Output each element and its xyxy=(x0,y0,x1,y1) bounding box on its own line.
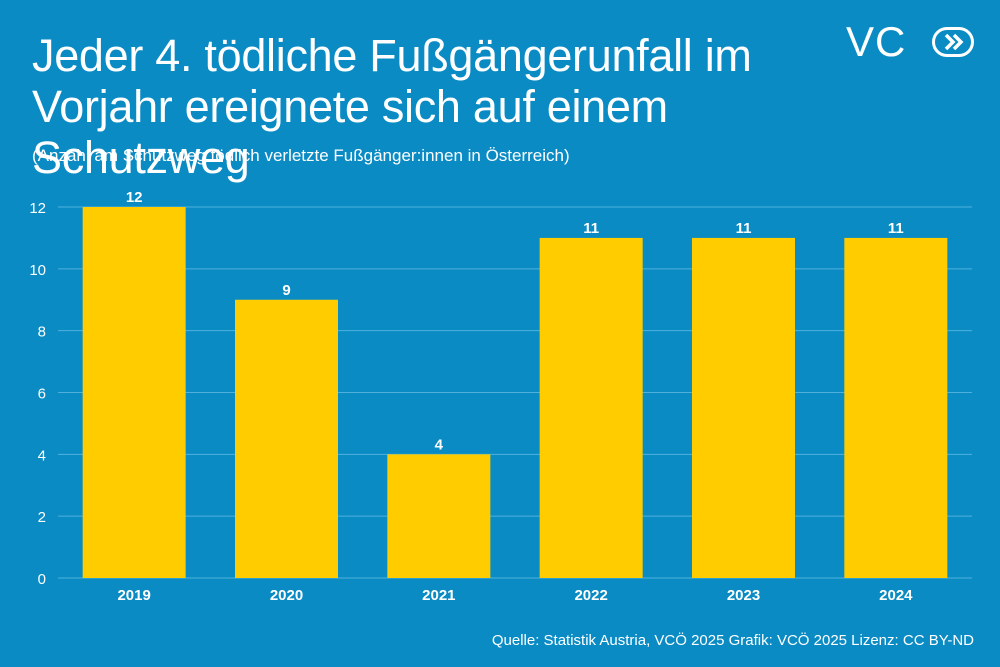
y-tick-label: 4 xyxy=(38,447,46,464)
bar-2024 xyxy=(844,237,948,578)
bar-2022 xyxy=(539,237,643,578)
value-label: 11 xyxy=(736,220,752,237)
y-tick-label: 2 xyxy=(38,509,46,526)
gridlines xyxy=(58,206,972,579)
y-tick-label: 12 xyxy=(29,200,46,217)
y-tick-label: 10 xyxy=(29,262,46,279)
double-chevron-circle-icon xyxy=(932,27,974,57)
logo-text: VC xyxy=(846,18,907,65)
chart-title: Jeder 4. tödliche Fußgängerunfall im Vor… xyxy=(32,30,752,183)
vco-logo: VC xyxy=(846,18,974,65)
bar-2021 xyxy=(387,454,491,578)
x-tick-label: 2022 xyxy=(574,587,607,604)
y-tick-label: 6 xyxy=(38,386,46,403)
x-tick-label: 2023 xyxy=(727,587,760,604)
x-tick-label: 2019 xyxy=(117,587,150,604)
value-label: 12 xyxy=(126,189,143,206)
value-labels: 12 9 4 11 11 11 xyxy=(126,189,904,453)
y-axis-ticks: 0 2 4 6 8 10 12 xyxy=(29,200,46,588)
y-tick-label: 8 xyxy=(38,324,46,341)
x-tick-label: 2024 xyxy=(879,587,913,604)
bar-2019 xyxy=(82,207,186,578)
value-label: 11 xyxy=(888,220,904,237)
bar-chart: 0 2 4 6 8 10 12 12 9 4 11 11 11 2019 2020 2021 2022 202… xyxy=(29,189,972,604)
x-tick-label: 2021 xyxy=(422,587,455,604)
value-label: 11 xyxy=(583,220,599,237)
value-label: 9 xyxy=(282,282,290,299)
x-tick-label: 2020 xyxy=(270,587,303,604)
bar-2020 xyxy=(235,299,338,578)
chart-subtitle: (Anzahl am Schutzweg tödlich verletzte F… xyxy=(32,146,570,165)
x-axis-ticks: 2019 2020 2021 2022 2023 2024 xyxy=(117,587,913,604)
value-label: 4 xyxy=(435,436,444,453)
bars xyxy=(82,207,948,578)
source-note: Quelle: Statistik Austria, VCÖ 2025 Graf… xyxy=(491,632,974,649)
y-tick-label: 0 xyxy=(38,571,46,588)
bar-2023 xyxy=(692,237,795,578)
